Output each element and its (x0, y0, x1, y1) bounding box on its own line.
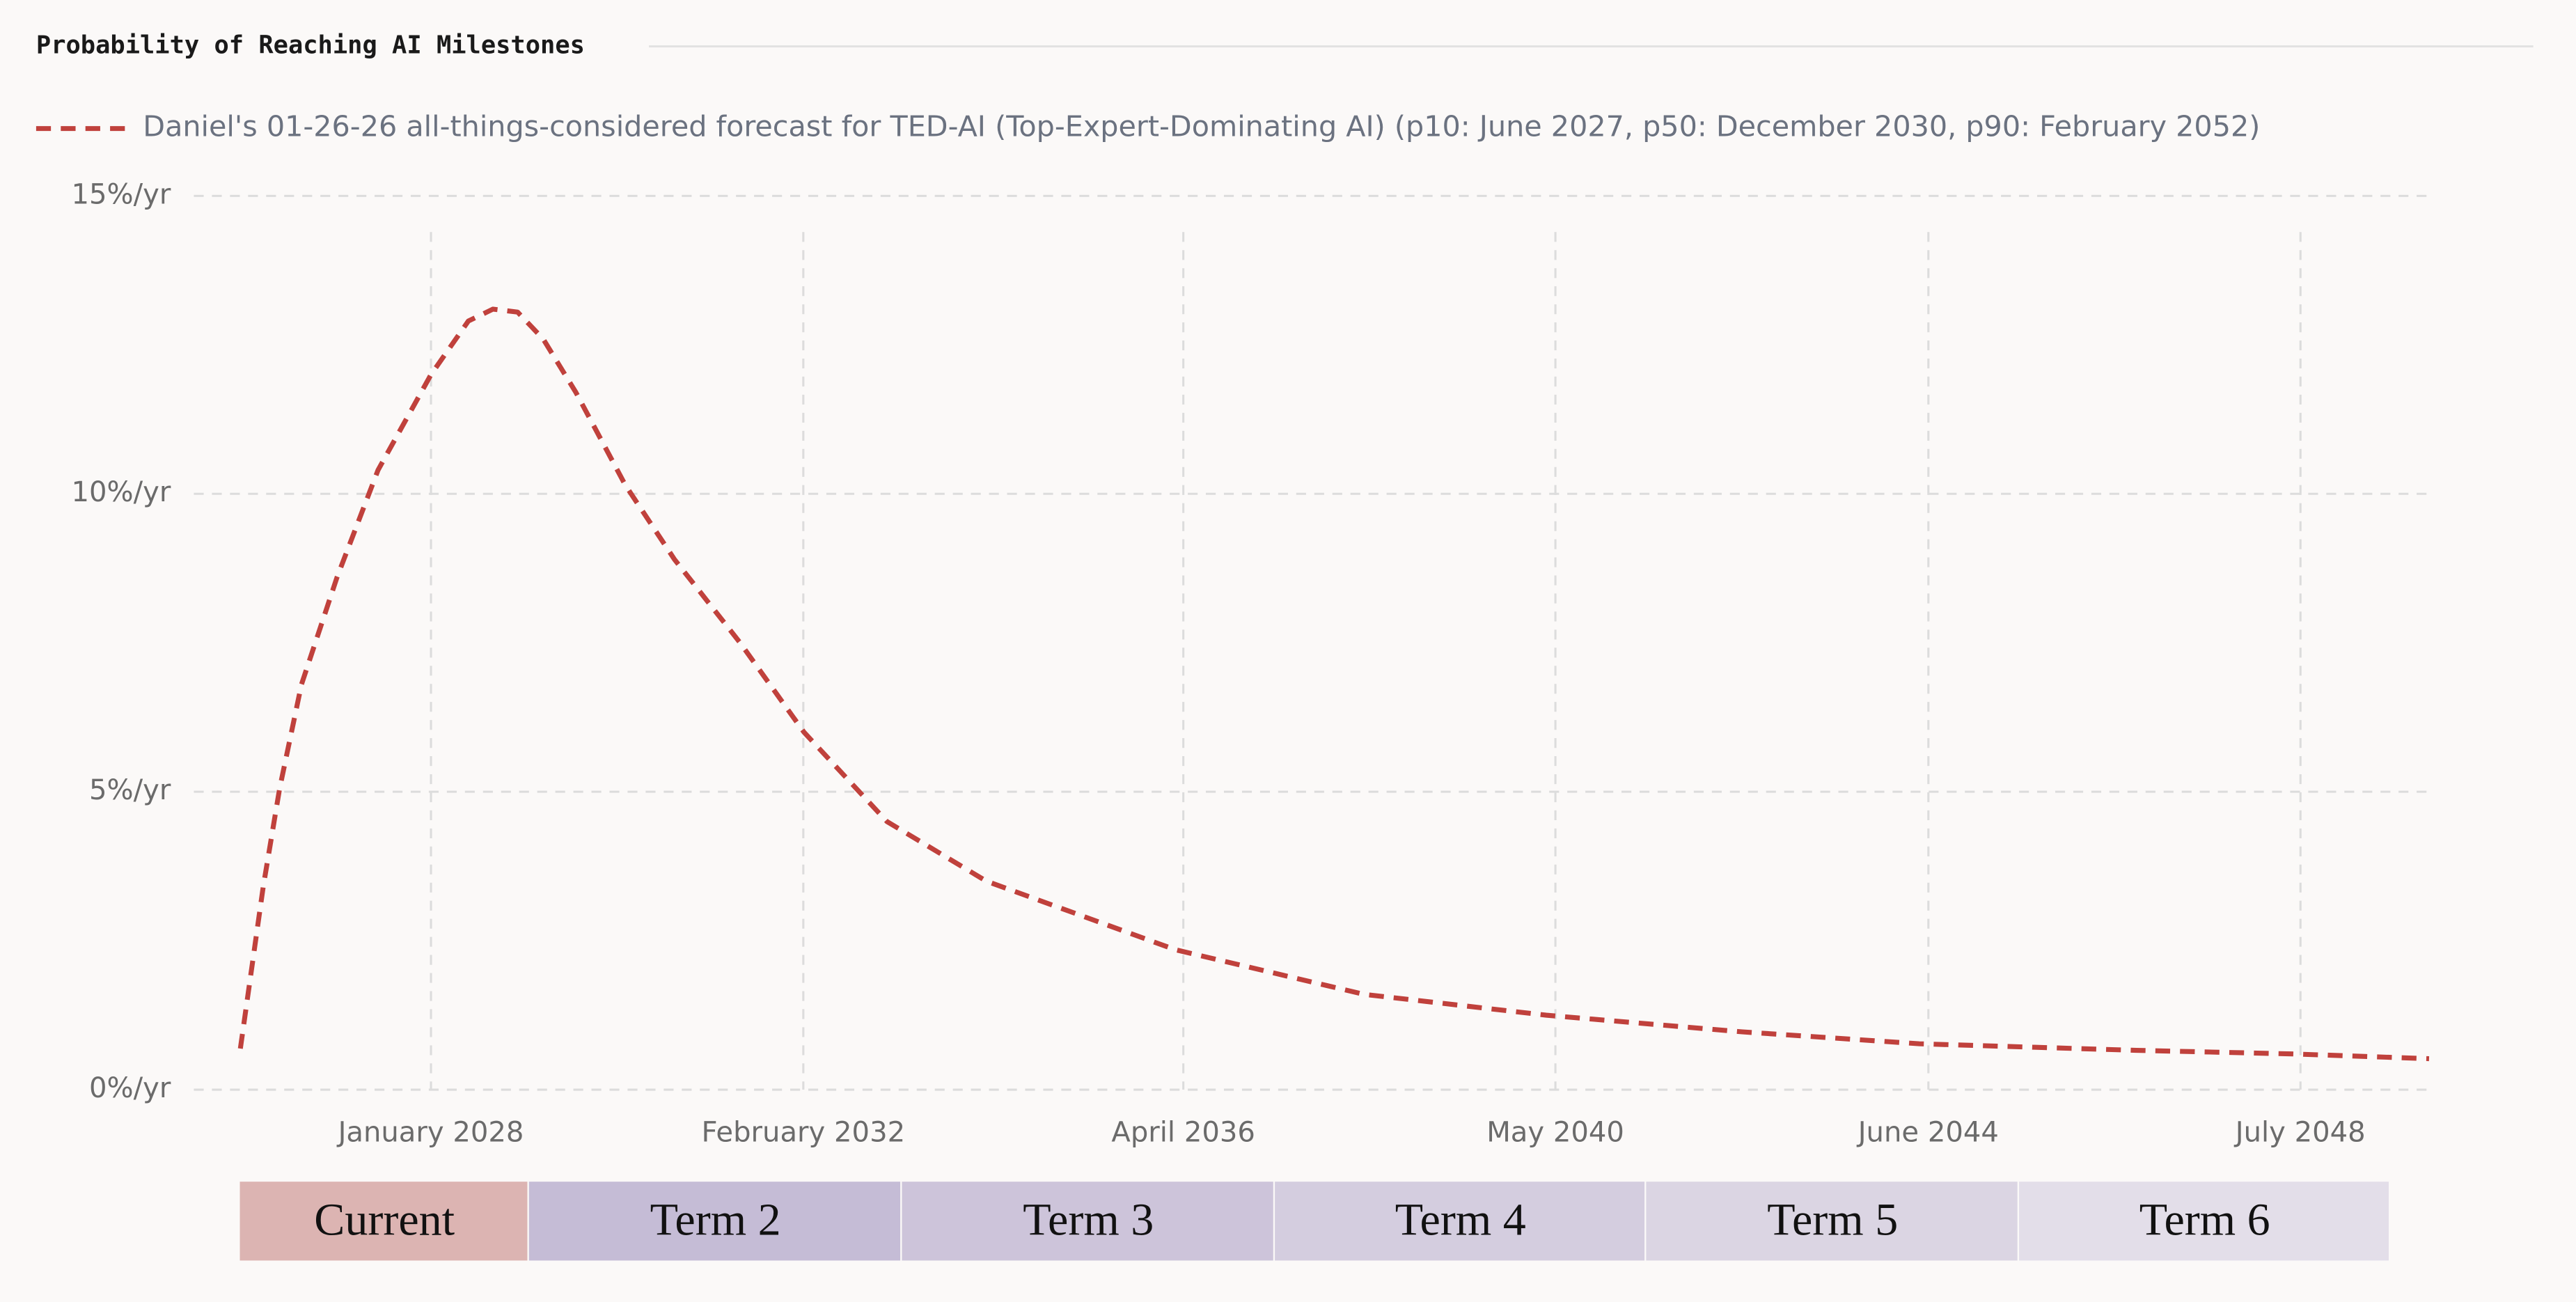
term-label: Term 6 (2139, 1195, 2270, 1246)
term-label: Term 3 (1023, 1195, 1154, 1246)
line-series (237, 306, 2430, 1062)
x-tick-label: January 2028 (336, 1117, 524, 1149)
y-tick-label: 10%/yr (72, 476, 171, 508)
chart-title: Probability of Reaching AI Milestones (36, 31, 585, 60)
legend-label: Daniel's 01-26-26 all-things-considered … (143, 110, 2260, 143)
term-box (1275, 1182, 1645, 1261)
x-tick-label: April 2036 (1111, 1117, 1255, 1149)
x-tick-label: June 2044 (1856, 1117, 1999, 1149)
term-label: Term 4 (1395, 1195, 1526, 1246)
x-tick-label: July 2048 (2233, 1117, 2366, 1149)
y-tick-label: 15%/yr (72, 178, 171, 210)
term-label: Term 5 (1767, 1195, 1898, 1246)
term-box (239, 1182, 528, 1261)
y-tick-label: 5%/yr (89, 774, 171, 806)
term-box (2019, 1182, 2389, 1261)
x-tick-label: February 2032 (702, 1117, 906, 1149)
x-tick-label: May 2040 (1486, 1117, 1624, 1149)
y-tick-label: 0%/yr (89, 1072, 171, 1104)
term-box (1646, 1182, 2018, 1261)
term-box (902, 1182, 1273, 1261)
term-box (528, 1182, 901, 1261)
term-label: Current (314, 1195, 455, 1246)
term-label: Term 2 (650, 1195, 781, 1246)
